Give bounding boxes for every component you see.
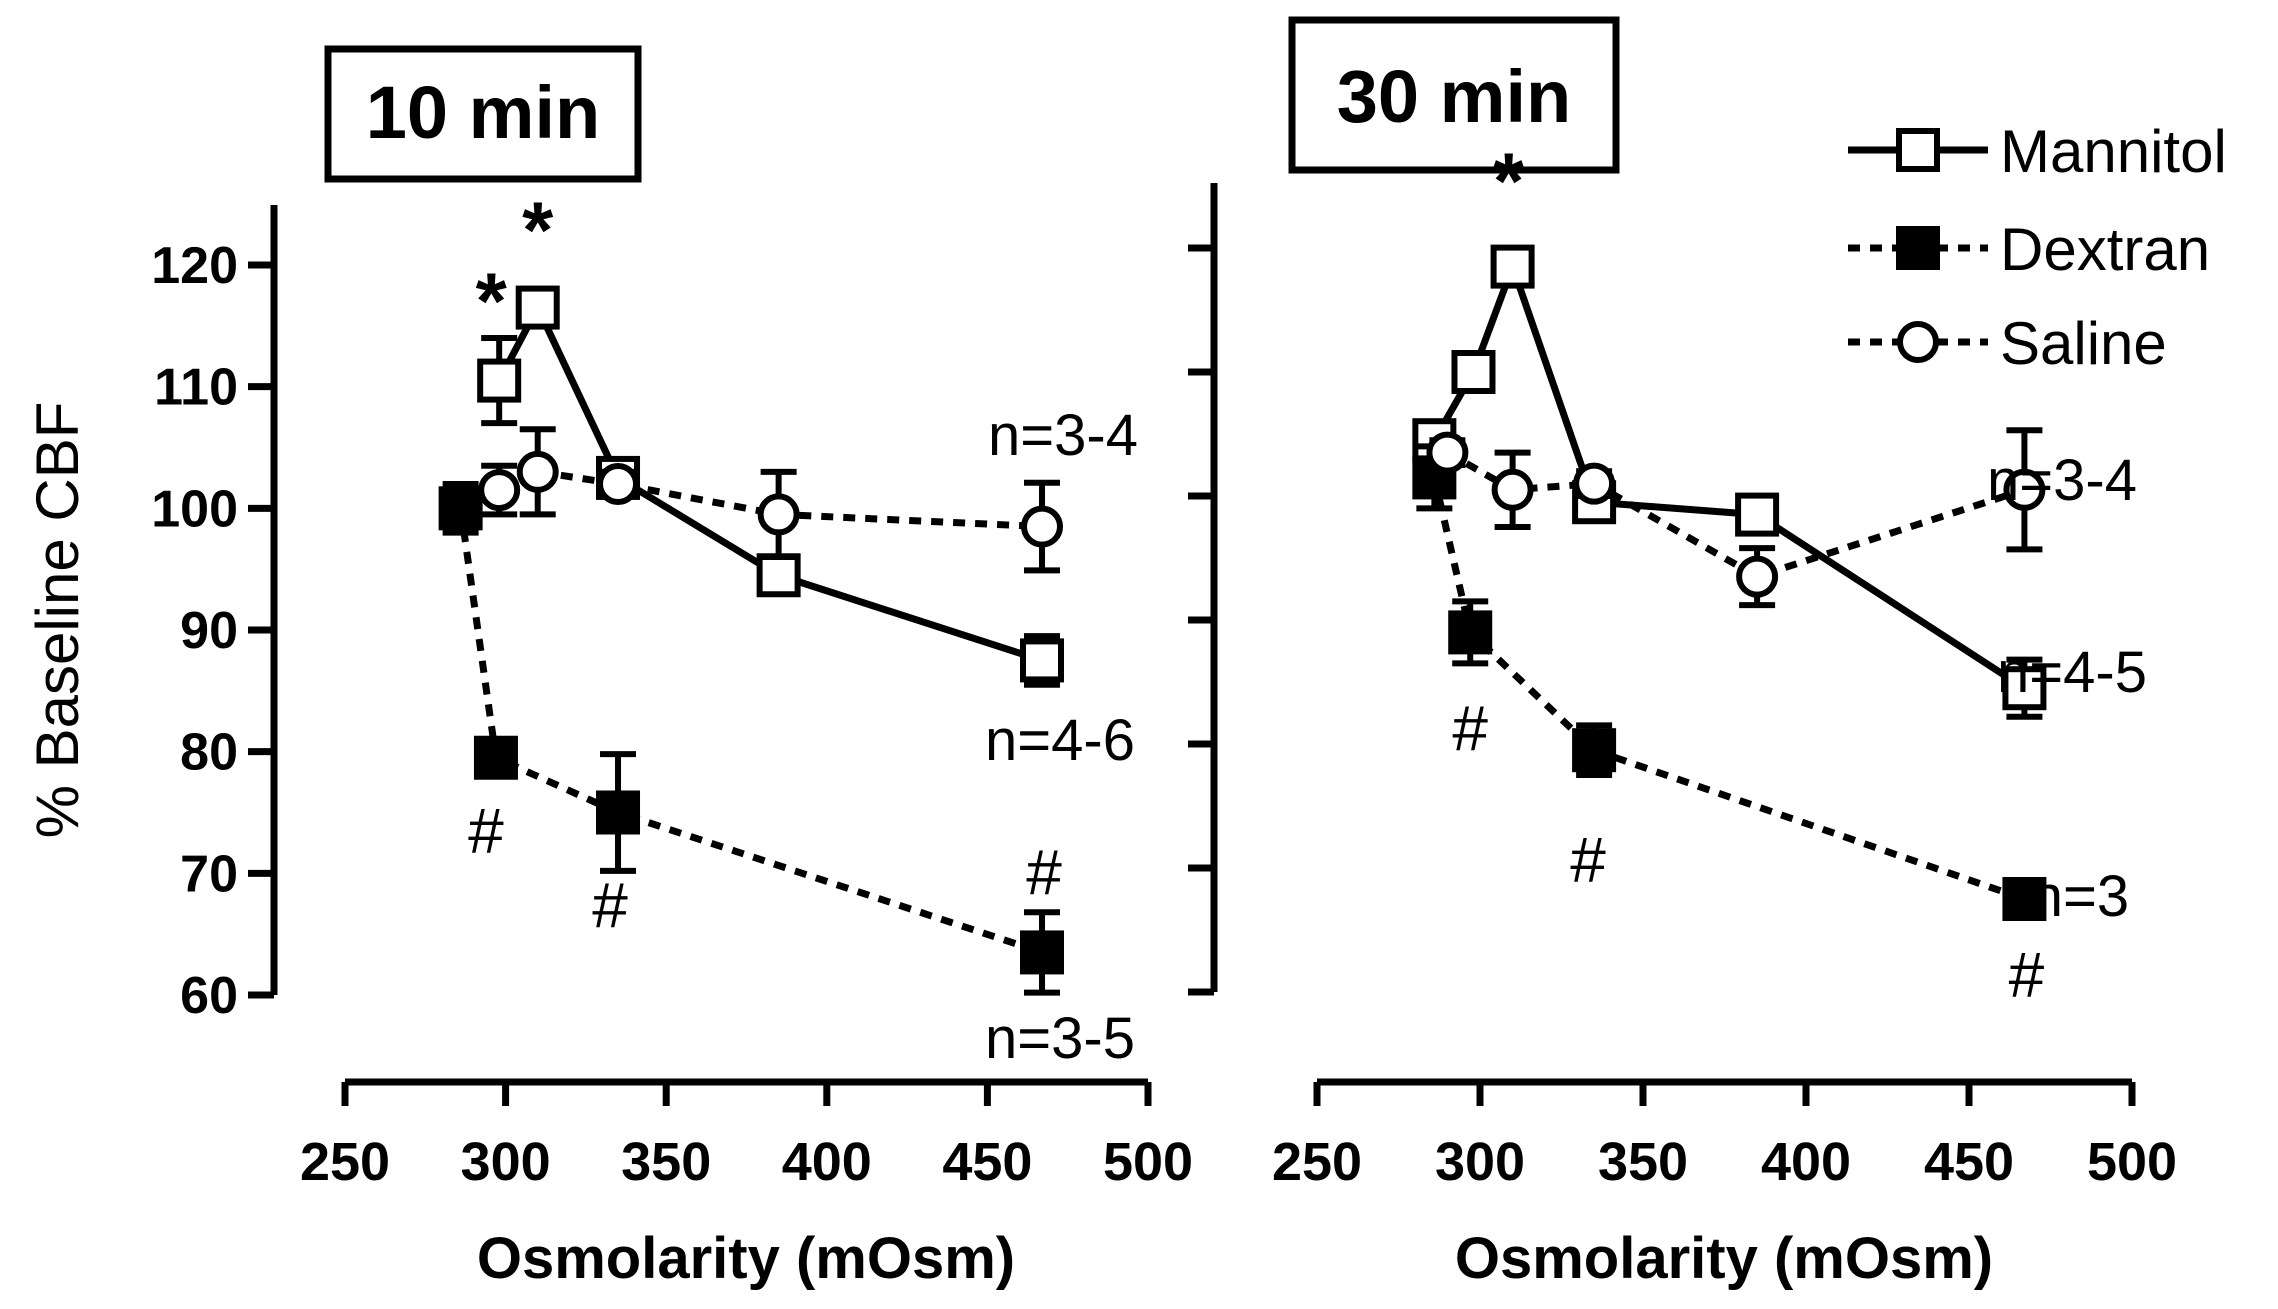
annotation-label: # — [592, 870, 628, 942]
annotation-label: * — [476, 257, 508, 346]
annotation-label: * — [522, 186, 554, 275]
x-tick-label: 300 — [1435, 1132, 1525, 1192]
plot-area — [438, 285, 1065, 996]
data-point-dextran — [2002, 877, 2047, 921]
data-point-mannitol — [756, 553, 801, 598]
data-point-mannitol — [1451, 350, 1496, 394]
y-tick-label: 70 — [180, 845, 238, 903]
x-ticks: 250 300 350 400 450 500 — [300, 1082, 1193, 1192]
open-square-marker-icon — [1896, 128, 1940, 172]
x-tick-label: 450 — [1924, 1132, 2014, 1192]
x-tick-label: 450 — [942, 1132, 1032, 1192]
annotation-label: # — [1452, 692, 1488, 764]
annotation-label: n=3-4 — [1987, 448, 2137, 513]
data-point-saline — [1491, 468, 1534, 511]
data-point-mannitol — [1735, 492, 1780, 537]
x-tick-label: 300 — [461, 1132, 551, 1192]
annotation-label: n=4-5 — [1997, 640, 2147, 705]
annotation-label: # — [2009, 939, 2045, 1011]
data-point-saline — [1736, 555, 1779, 598]
annotation-label: # — [468, 795, 504, 867]
panel-title: 10 min — [366, 71, 600, 154]
panel-title-box — [324, 45, 642, 183]
annotations: * # # # n=3-4 n=4-5 n=3 — [1452, 137, 2147, 1011]
data-point-dextran — [596, 790, 641, 835]
data-point-dextran — [1448, 610, 1493, 655]
data-point-saline — [1573, 462, 1616, 505]
data-point-saline — [1426, 431, 1469, 474]
y-ticks — [1188, 244, 1214, 996]
annotation-label: n=3-5 — [985, 1006, 1135, 1071]
panel-10-min: 10 min % Baseline CBF Osmolarity (mOsm) … — [24, 45, 1193, 1291]
x-axis-label: Osmolarity (mOsm) — [1455, 1226, 1993, 1291]
data-point-mannitol — [2002, 666, 2047, 711]
filled-square-marker-icon — [1896, 226, 1940, 270]
open-circle-marker-icon — [1897, 321, 1939, 363]
data-point-dextran — [473, 735, 518, 780]
legend: Mannitol Dextran Saline — [1848, 118, 2227, 377]
annotation-label: n=3-4 — [988, 403, 1138, 468]
legend-item-mannitol: Mannitol — [1848, 118, 2227, 185]
y-tick-label: 110 — [154, 359, 238, 417]
x-ticks: 250 300 350 400 450 500 — [1272, 1082, 2177, 1192]
panel-title: 30 min — [1337, 55, 1571, 138]
y-tick-label: 90 — [180, 602, 238, 660]
series-line-mannitol — [496, 299, 1044, 664]
data-point-dextran — [438, 486, 483, 531]
x-axis-label: Osmolarity (mOsm) — [477, 1226, 1015, 1291]
y-tick-label: 100 — [151, 480, 238, 538]
x-tick-label: 400 — [1761, 1132, 1851, 1192]
annotation-label: # — [1570, 824, 1606, 896]
x-tick-label: 500 — [2087, 1132, 2177, 1192]
legend-item-saline: Saline — [1848, 310, 2167, 377]
data-point-saline — [2003, 468, 2046, 511]
series-line-dextran — [457, 507, 1044, 956]
y-axis-label: % Baseline CBF — [24, 402, 91, 839]
x-tick-label: 500 — [1103, 1132, 1193, 1192]
annotation-label: * — [1493, 137, 1525, 226]
data-point-saline — [478, 469, 521, 512]
x-tick-label: 350 — [1598, 1132, 1688, 1192]
annotation-label: # — [1026, 836, 1062, 908]
x-tick-label: 400 — [782, 1132, 872, 1192]
legend-label: Saline — [2000, 310, 2167, 377]
panel-30-min: 30 min Osmolarity (mOsm) 250 300 350 400 450… — [1188, 16, 2227, 1291]
data-point-saline — [1021, 505, 1064, 548]
series-line-dextran — [1430, 476, 2026, 903]
x-tick-label: 250 — [300, 1132, 390, 1192]
data-point-mannitol — [1490, 244, 1535, 289]
y-tick-label: 60 — [180, 967, 238, 1025]
panel-title-box — [1288, 16, 1620, 174]
annotation-label: n=3 — [2031, 864, 2129, 929]
annotations: ** # # # n=3-4 n=4-6 n=3-5 — [468, 186, 1138, 1071]
plot-area — [1412, 244, 2047, 921]
x-tick-label: 350 — [621, 1132, 711, 1192]
y-ticks: 60 70 80 90 100 110 120 — [151, 237, 274, 1025]
legend-label: Mannitol — [2000, 118, 2227, 185]
data-point-dextran — [1572, 728, 1617, 773]
x-tick-label: 250 — [1272, 1132, 1362, 1192]
data-point-mannitol — [1020, 638, 1065, 683]
data-point-saline — [757, 493, 800, 536]
annotation-label: n=4-6 — [985, 708, 1135, 773]
legend-label: Dextran — [2000, 216, 2210, 283]
data-point-dextran — [1020, 930, 1065, 975]
legend-item-dextran: Dextran — [1848, 216, 2210, 283]
data-point-mannitol — [515, 285, 560, 330]
data-point-saline — [516, 450, 559, 493]
data-point-saline — [597, 463, 640, 505]
y-tick-label: 120 — [151, 237, 238, 295]
y-tick-label: 80 — [180, 724, 238, 782]
data-point-mannitol — [477, 358, 522, 403]
